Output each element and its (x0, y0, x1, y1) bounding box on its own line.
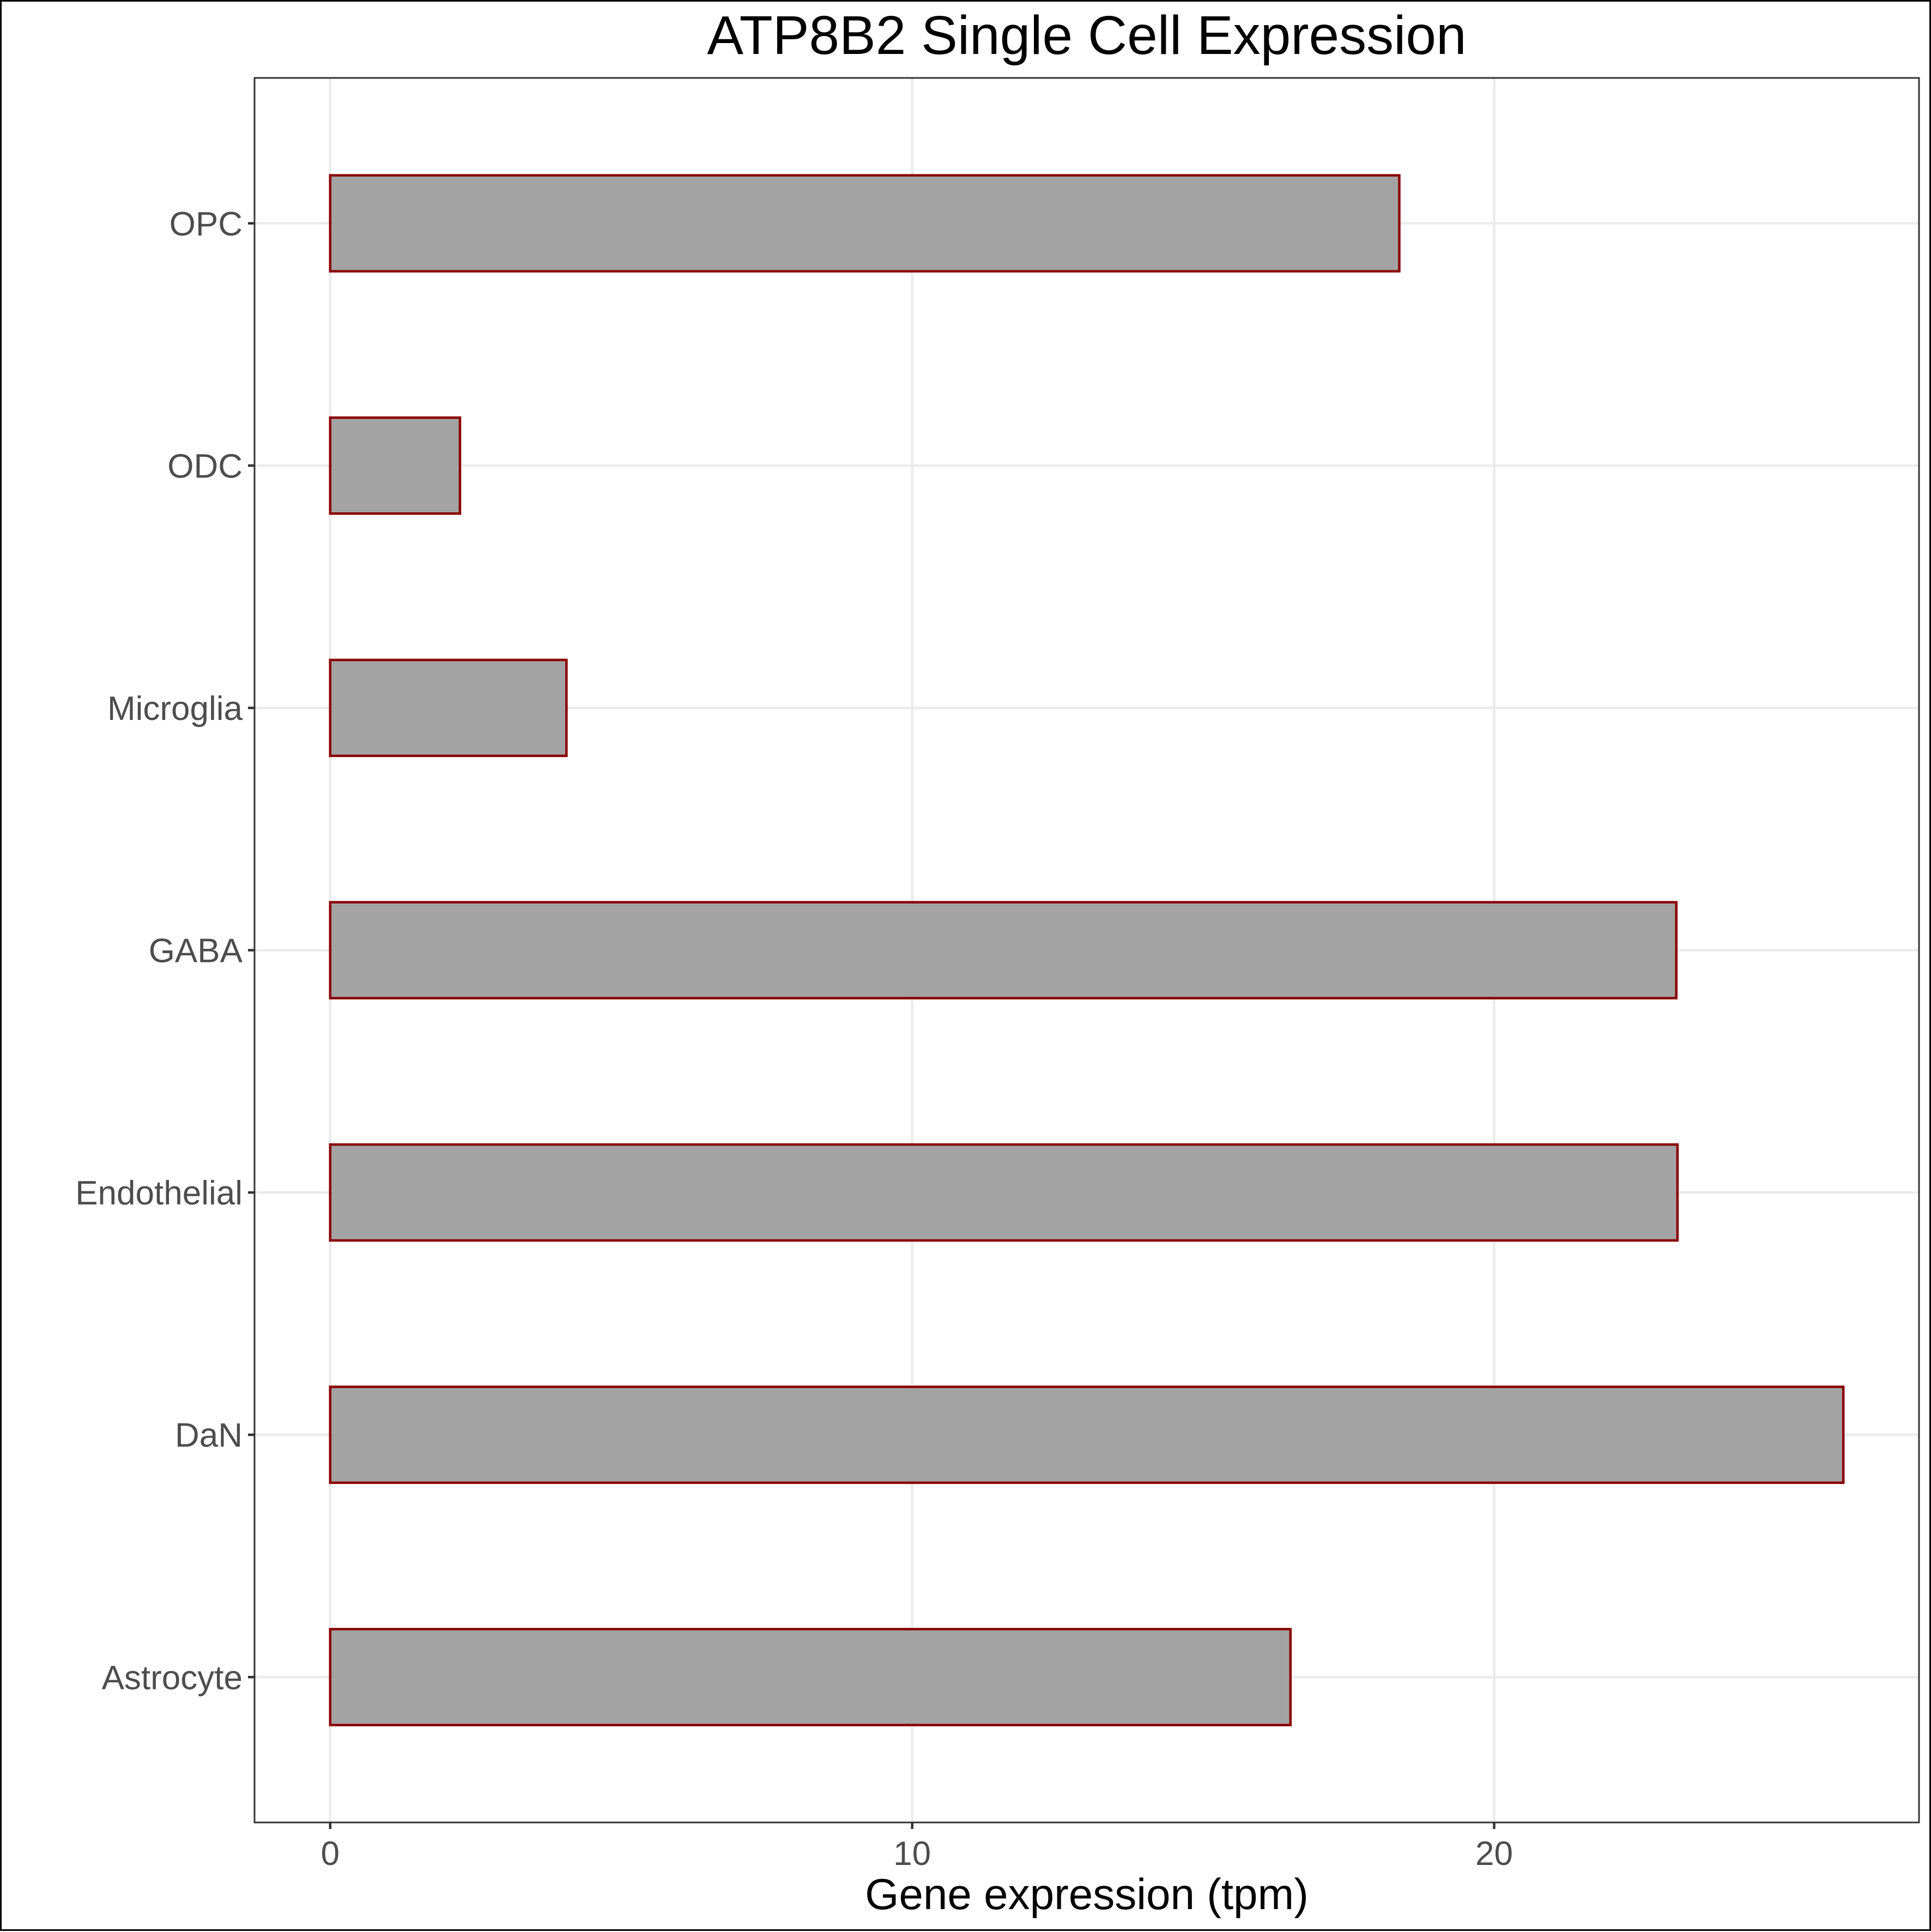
y-axis: Astrocyte DaN Endothelial GABA Microglia ODC O… (75, 205, 255, 1697)
y-tick-label: Astrocyte (102, 1659, 243, 1697)
x-axis-title: Gene expression (tpm) (865, 1870, 1309, 1918)
y-tick-label: GABA (149, 932, 243, 970)
bar-opc (329, 174, 1401, 272)
bar-gaba (329, 901, 1678, 1000)
y-tick-label: DaN (175, 1417, 243, 1455)
bar-dan (329, 1385, 1845, 1484)
bar-microglia (329, 658, 568, 758)
y-tick-label: OPC (170, 205, 243, 243)
y-tick-label: Endothelial (75, 1174, 243, 1212)
bar-astrocyte (329, 1628, 1292, 1727)
x-tick-label: 10 (893, 1835, 931, 1873)
bars (329, 174, 1845, 1727)
y-tick-label: Microglia (107, 690, 243, 728)
x-tick-label: 0 (321, 1835, 340, 1873)
y-tick-label: ODC (167, 447, 243, 485)
x-axis: 0 10 20 (321, 1822, 1513, 1873)
x-tick-label: 20 (1475, 1835, 1513, 1873)
chart-title: ATP8B2 Single Cell Expression (707, 5, 1466, 66)
bar-odc (329, 416, 462, 515)
bar-endothelial (329, 1143, 1679, 1242)
